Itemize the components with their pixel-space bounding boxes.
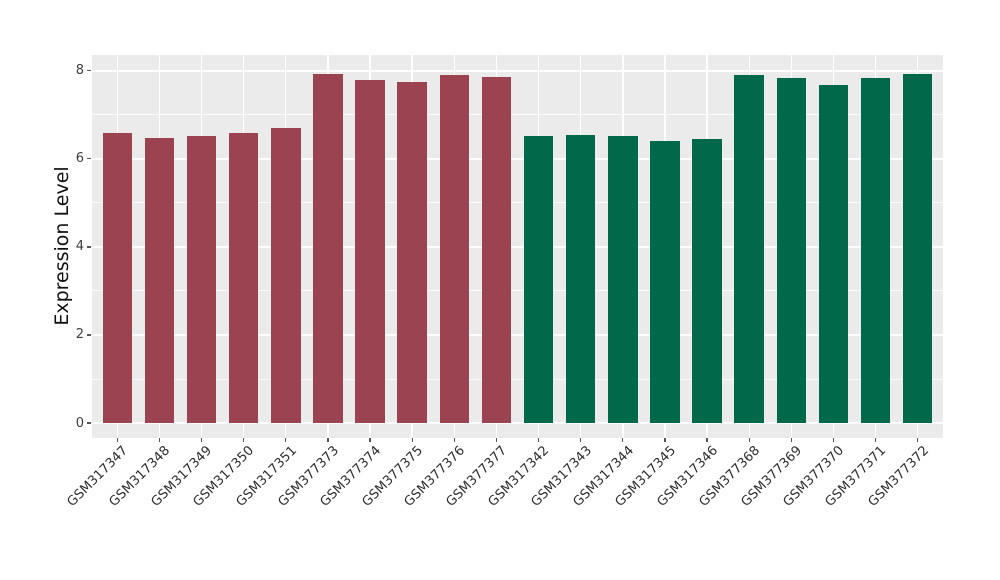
x-tick-mark [411, 438, 413, 442]
bar-GSM377376 [439, 75, 470, 424]
x-tick-mark [664, 438, 666, 442]
x-tick-mark [832, 438, 835, 442]
plot-panel [92, 55, 943, 438]
y-tick-label: 4 [75, 239, 84, 255]
gridline-horizontal-major [92, 334, 943, 336]
bar-GSM317345 [650, 141, 680, 424]
x-tick-mark [243, 438, 245, 442]
x-tick-mark [874, 438, 877, 442]
bar-GSM377371 [860, 78, 891, 424]
gridline-horizontal-major [92, 246, 943, 248]
x-tick-mark [116, 438, 118, 442]
y-tick-label: 8 [75, 63, 84, 79]
gridline-horizontal-minor [92, 378, 943, 380]
x-tick-mark [327, 438, 329, 442]
x-tick-mark [453, 438, 455, 442]
bar-GSM317349 [186, 135, 217, 424]
y-tick-label: 2 [75, 327, 84, 343]
bar-GSM377372 [902, 73, 933, 424]
gridline-horizontal-major [92, 70, 943, 72]
y-tick-mark [87, 422, 91, 424]
y-tick-label: 0 [75, 415, 84, 431]
gridline-horizontal-major [92, 158, 943, 160]
bar-GSM317342 [523, 135, 554, 424]
bar-GSM317351 [271, 128, 301, 424]
gridline-horizontal-minor [92, 290, 943, 292]
bar-GSM317348 [144, 138, 175, 424]
bar-GSM317344 [608, 136, 638, 424]
x-tick-mark [537, 438, 540, 442]
bar-GSM317347 [102, 133, 133, 424]
x-tick-mark [495, 438, 498, 442]
x-tick-mark [917, 438, 919, 442]
gridline-horizontal-minor [92, 114, 943, 116]
gridline-horizontal-major [92, 422, 943, 424]
x-tick-mark [790, 438, 792, 442]
bar-GSM317343 [565, 135, 596, 424]
y-tick-label: 6 [75, 151, 84, 167]
bar-GSM317346 [692, 139, 722, 424]
bar-GSM377374 [355, 80, 385, 424]
y-tick-mark [87, 246, 91, 248]
x-tick-mark [706, 438, 708, 442]
y-tick-mark [87, 334, 91, 336]
bar-GSM377370 [818, 84, 849, 424]
x-tick-mark [158, 438, 160, 442]
x-tick-mark [580, 438, 582, 442]
x-tick-mark [748, 438, 750, 442]
bar-GSM377369 [776, 78, 807, 424]
gridline-horizontal-minor [92, 202, 943, 204]
bar-GSM377373 [313, 73, 343, 424]
bar-GSM317350 [228, 133, 259, 424]
x-tick-mark [622, 438, 624, 442]
x-tick-mark [285, 438, 287, 442]
bar-GSM377377 [481, 76, 512, 424]
y-tick-mark [87, 158, 91, 160]
x-tick-mark [369, 438, 371, 442]
x-tick-mark [200, 438, 203, 442]
bar-GSM377375 [397, 82, 427, 424]
bar-GSM377368 [734, 74, 764, 424]
y-tick-mark [87, 70, 91, 72]
